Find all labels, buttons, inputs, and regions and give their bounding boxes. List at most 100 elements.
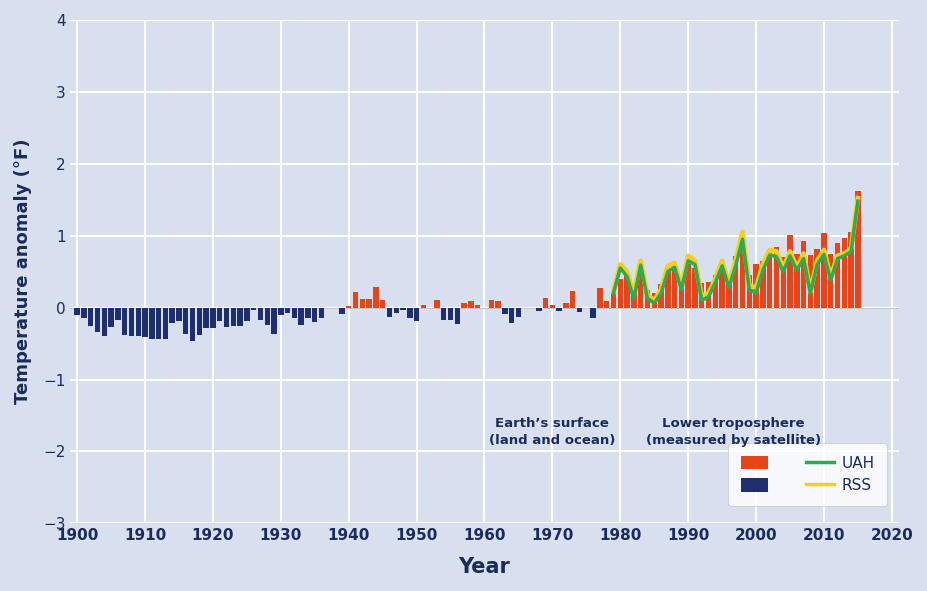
Bar [278, 307, 284, 315]
Bar [597, 288, 602, 307]
Bar [468, 301, 473, 307]
Bar [603, 301, 609, 307]
Bar [624, 273, 629, 307]
Bar [149, 307, 155, 339]
Bar [203, 307, 209, 329]
Bar [753, 264, 758, 307]
Bar [794, 254, 799, 307]
Bar [379, 300, 385, 307]
Bar [74, 307, 80, 315]
Bar [841, 238, 846, 307]
Bar [610, 291, 616, 307]
Bar [759, 261, 765, 307]
Bar [346, 306, 351, 307]
Bar [258, 307, 263, 320]
Bar [475, 305, 480, 307]
Bar [454, 307, 460, 324]
Bar [515, 307, 521, 317]
Bar [210, 307, 215, 329]
Bar [461, 303, 466, 307]
Bar [502, 307, 507, 314]
Bar [217, 307, 222, 322]
Bar [834, 243, 839, 307]
Bar [657, 284, 663, 307]
Bar [827, 254, 832, 307]
Bar [820, 233, 826, 307]
Bar [156, 307, 161, 339]
Bar [766, 251, 771, 307]
Bar [393, 307, 399, 313]
Bar [170, 307, 174, 323]
Bar [800, 241, 806, 307]
Bar [183, 307, 188, 334]
Bar [162, 307, 168, 339]
Bar [583, 307, 589, 309]
Bar [427, 307, 432, 309]
Bar [115, 307, 121, 320]
Bar [95, 307, 100, 332]
Bar [644, 290, 650, 307]
Bar [407, 307, 413, 319]
Bar [223, 307, 229, 327]
Bar [745, 275, 751, 307]
Bar [814, 249, 819, 307]
Bar [556, 307, 561, 311]
Bar [108, 307, 114, 327]
Bar [549, 305, 554, 307]
Bar [739, 237, 744, 307]
Bar [230, 307, 235, 326]
Bar [698, 283, 704, 307]
Bar [400, 307, 405, 310]
Y-axis label: Temperature anomaly (°F): Temperature anomaly (°F) [14, 139, 32, 404]
Bar [780, 257, 785, 307]
Bar [271, 307, 276, 334]
Bar [481, 307, 487, 309]
Bar [352, 293, 358, 307]
Bar [101, 307, 107, 336]
Bar [311, 307, 317, 322]
Bar [440, 307, 446, 320]
Bar [332, 307, 337, 309]
Bar [488, 300, 493, 307]
Bar [82, 307, 86, 317]
Bar [305, 307, 311, 319]
Bar [726, 277, 730, 307]
Bar [339, 307, 344, 314]
Bar [413, 307, 419, 320]
Bar [434, 300, 439, 307]
Bar [577, 307, 581, 312]
Bar [88, 307, 94, 326]
Bar [495, 301, 501, 307]
Bar [190, 307, 195, 340]
Bar [569, 291, 575, 307]
Bar [705, 282, 710, 307]
Bar [291, 307, 297, 317]
Bar [319, 307, 324, 317]
Text: Lower troposphere
(measured by satellite): Lower troposphere (measured by satellite… [645, 417, 819, 447]
Bar [237, 307, 243, 326]
Bar [420, 305, 425, 307]
Bar [671, 265, 677, 307]
Bar [685, 264, 690, 307]
Bar [508, 307, 514, 323]
Bar [176, 307, 182, 320]
X-axis label: Year: Year [458, 557, 510, 577]
Bar [665, 268, 670, 307]
Bar [847, 232, 853, 307]
Bar [197, 307, 202, 335]
Bar [250, 307, 256, 310]
Bar [692, 268, 697, 307]
Bar [121, 307, 127, 335]
Bar [536, 307, 541, 311]
Legend: , , UAH, RSS: , , UAH, RSS [728, 443, 886, 506]
Bar [366, 299, 372, 307]
Bar [135, 307, 141, 336]
Bar [718, 262, 724, 307]
Text: Earth’s surface
(land and ocean): Earth’s surface (land and ocean) [489, 417, 615, 447]
Bar [325, 307, 331, 309]
Bar [359, 299, 364, 307]
Bar [563, 303, 568, 307]
Bar [129, 307, 134, 336]
Bar [773, 247, 779, 307]
Bar [786, 235, 792, 307]
